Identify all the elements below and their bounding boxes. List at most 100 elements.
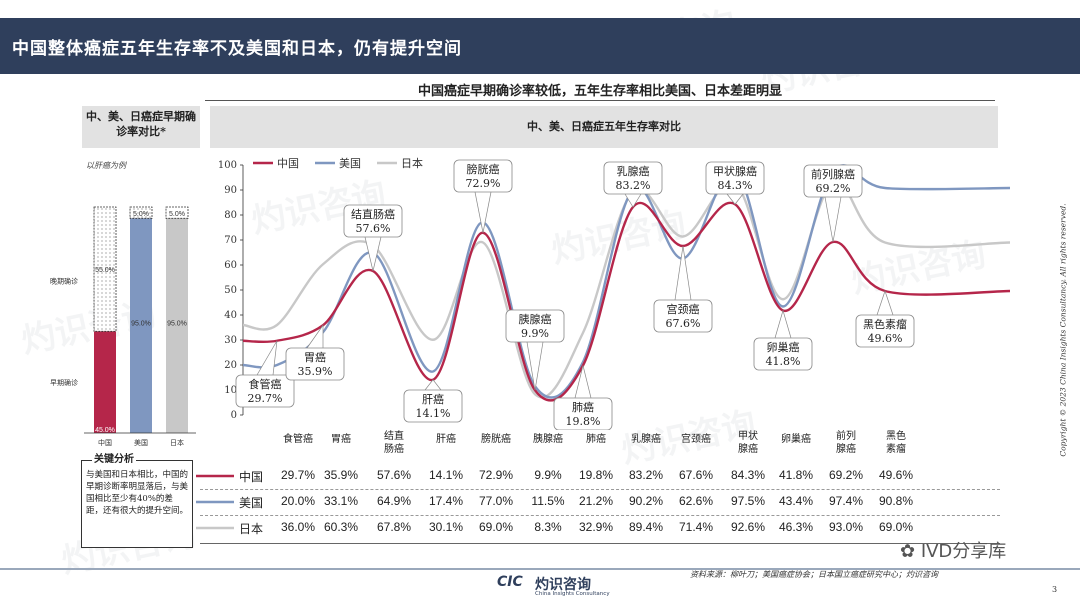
callout-box — [603, 161, 663, 195]
callout-name: 前列腺癌 — [811, 167, 855, 181]
callout-box — [343, 204, 403, 238]
callout-box — [653, 299, 713, 333]
table-cell: 71.4% — [678, 520, 714, 534]
table-row-divider — [200, 489, 1000, 490]
bar-late-label: 5.0% — [133, 211, 149, 218]
table-cell: 97.4% — [828, 494, 864, 508]
callout-pointer — [824, 196, 842, 243]
table-cell: 11.5% — [531, 494, 565, 508]
table-cell: 8.3% — [534, 520, 562, 534]
callout-pointer — [674, 245, 692, 301]
callout-value: 57.6% — [356, 222, 391, 235]
bar-late-2 — [165, 206, 189, 219]
y-tick-label: 40 — [224, 310, 237, 321]
callout-value: 49.6% — [868, 332, 903, 345]
callout-box — [235, 374, 295, 408]
callout-value: 84.3% — [718, 179, 753, 192]
legend-label: 日本 — [401, 156, 423, 170]
callout-pointer — [574, 365, 592, 399]
callout-name: 膀胱癌 — [467, 162, 500, 176]
callout-value: 72.9% — [466, 177, 501, 190]
table-row-divider — [200, 515, 1000, 516]
callout-box — [403, 389, 463, 423]
callout-name: 结直肠癌 — [351, 207, 395, 221]
page-title: 中国整体癌症五年生存率不及美国和日本，仍有提升空间 — [12, 39, 462, 59]
callout-box — [753, 337, 813, 371]
table-cell: 17.4% — [428, 494, 464, 508]
callout-pointer — [774, 309, 792, 339]
table-cell: 77.0% — [478, 494, 514, 508]
table-cell: 92.6% — [730, 520, 766, 534]
table-row-swatch — [196, 526, 234, 530]
left-panel-header: 中、美、日癌症早期确诊率对比* — [82, 106, 200, 148]
bar-early-2 — [166, 218, 188, 433]
callout-pointer — [876, 289, 894, 316]
legend-late: 晚期确诊 — [50, 276, 78, 285]
bar-late-label: 5.0% — [169, 211, 185, 218]
bar-early-0 — [94, 331, 116, 433]
callout-value: 41.8% — [766, 355, 801, 368]
callout-value: 69.2% — [816, 182, 851, 195]
table-header-cell: 结直 肠癌 — [384, 431, 404, 455]
company-logo: 灼识咨询 — [535, 577, 591, 593]
copyright-note: Copyright © 2023 China Insights Consulta… — [1058, 203, 1068, 457]
table-row-swatch — [196, 474, 234, 478]
subtitle-divider — [205, 100, 995, 101]
callout-value: 29.7% — [248, 392, 283, 405]
table-row-label: 中国 — [238, 470, 263, 484]
callout-name: 胰腺癌 — [519, 312, 552, 326]
y-tick-label: 60 — [224, 260, 237, 271]
table-cell: 72.9% — [478, 468, 514, 482]
callout-box — [803, 164, 863, 198]
table-cell: 69.0% — [878, 520, 914, 534]
bar-category-label: 中国 — [98, 438, 112, 447]
y-tick-label: 0 — [231, 410, 237, 421]
table-cell: 69.2% — [828, 468, 864, 482]
callout-pointer — [726, 193, 744, 205]
table-cell: 67.8% — [376, 520, 412, 534]
table-cell: 9.9% — [534, 468, 562, 482]
callout-name: 卵巢癌 — [767, 340, 800, 354]
title-bar — [0, 18, 1080, 74]
callout-box — [553, 397, 613, 430]
table-header-cell: 食管癌 — [283, 434, 313, 445]
bar-late-label: 55.0% — [95, 267, 115, 274]
table-bottom-border — [200, 543, 1000, 544]
wechat-name: IVD分享库 — [920, 541, 1007, 562]
callout-name: 黑色素瘤 — [863, 317, 907, 331]
company-logo-mark: CIC — [497, 574, 523, 590]
callout-box — [505, 309, 565, 343]
table-cell: 69.0% — [478, 520, 514, 534]
table-header-cell: 肺癌 — [586, 434, 606, 445]
series-line-0 — [242, 201, 1011, 402]
table-header-cell: 胰腺癌 — [533, 434, 563, 445]
table-cell: 33.1% — [323, 494, 359, 508]
key-analysis-box: 关键分析 与美国和日本相比，中国的早期诊断率明显落后，与美国相比至少有40%的差… — [81, 454, 193, 548]
y-tick-label: 100 — [218, 160, 237, 171]
left-panel-note: 以肝癌为例 — [86, 161, 126, 170]
y-tick-label: 30 — [224, 335, 237, 346]
page-number: 3 — [1052, 585, 1058, 594]
table-header-cell: 肝癌 — [436, 434, 456, 445]
callout-name: 食管癌 — [249, 377, 282, 391]
table-cell: 20.0% — [280, 494, 316, 508]
callout-box — [705, 161, 765, 195]
table-cell: 84.3% — [730, 468, 766, 482]
callout-value: 19.8% — [566, 415, 601, 428]
bar-early-1 — [130, 218, 152, 433]
series-line-1 — [242, 164, 1011, 399]
callout-pointer — [624, 193, 642, 208]
table-cell: 89.4% — [628, 520, 664, 534]
callout-name: 胃癌 — [304, 350, 326, 364]
key-analysis-text: 与美国和日本相比，中国的早期诊断率明显落后，与美国相比至少有40%的差距，还有很… — [86, 470, 189, 516]
right-panel-header: 中、美、日癌症五年生存率对比 — [210, 106, 998, 148]
bar-late-1 — [129, 206, 153, 219]
callout-name: 乳腺癌 — [617, 164, 650, 178]
y-tick-label: 90 — [224, 185, 237, 196]
y-tick-label: 20 — [224, 360, 237, 371]
callout-pointer — [424, 379, 442, 391]
table-cell: 35.9% — [323, 468, 359, 482]
table-cell: 21.2% — [578, 494, 614, 508]
callout-value: 83.2% — [616, 179, 651, 192]
